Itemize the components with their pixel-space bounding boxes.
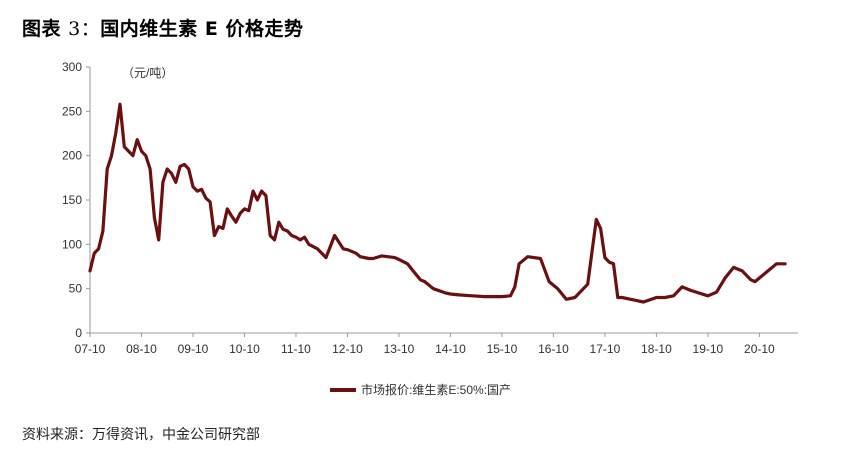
x-tick-label: 15-10: [487, 342, 518, 356]
legend-label: 市场报价:维生素E:50%:国产: [361, 382, 511, 397]
figure-title: 图表 3：国内维生素 E 价格走势: [22, 14, 303, 41]
figure-label: 图表: [22, 18, 62, 40]
x-tick-label: 08-10: [126, 342, 157, 356]
x-tick-label: 11-10: [281, 342, 311, 356]
y-axis-ticks: 0 50 100 150 200 250 300: [62, 60, 90, 340]
y-tick-label: 250: [62, 104, 82, 118]
legend: 市场报价:维生素E:50%:国产: [330, 382, 511, 397]
y-tick-label: 200: [62, 149, 82, 163]
x-tick-label: 14-10: [435, 342, 466, 356]
x-tick-label: 12-10: [332, 342, 363, 356]
y-tick-label: 50: [69, 282, 83, 296]
unit-label: （元/吨）: [122, 66, 173, 80]
series-line-0: [88, 102, 787, 304]
x-tick-label: 16-10: [538, 342, 569, 356]
x-tick-label: 09-10: [178, 342, 209, 356]
y-tick-label: 0: [75, 326, 82, 340]
x-tick-label: 10-10: [229, 342, 260, 356]
x-tick-label: 13-10: [384, 342, 415, 356]
y-tick-label: 100: [62, 237, 82, 251]
x-tick-label: 18-10: [641, 342, 672, 356]
figure-number: 3：: [68, 18, 101, 40]
y-tick-label: 150: [62, 193, 82, 207]
x-tick-label: 19-10: [693, 342, 724, 356]
y-tick-label: 300: [62, 60, 82, 74]
x-tick-label: 07-10: [75, 342, 106, 356]
figure-title-text: 国内维生素 E 价格走势: [100, 18, 304, 40]
x-axis-ticks: 07-10 08-10 09-10 10-10 11-10 12-10 13-10 14-10…: [75, 333, 775, 356]
series-layer: [88, 102, 787, 304]
source-note: 资料来源：万得资讯，中金公司研究部: [22, 427, 260, 443]
x-tick-label: 20-10: [744, 342, 775, 356]
x-tick-label: 17-10: [590, 342, 621, 356]
